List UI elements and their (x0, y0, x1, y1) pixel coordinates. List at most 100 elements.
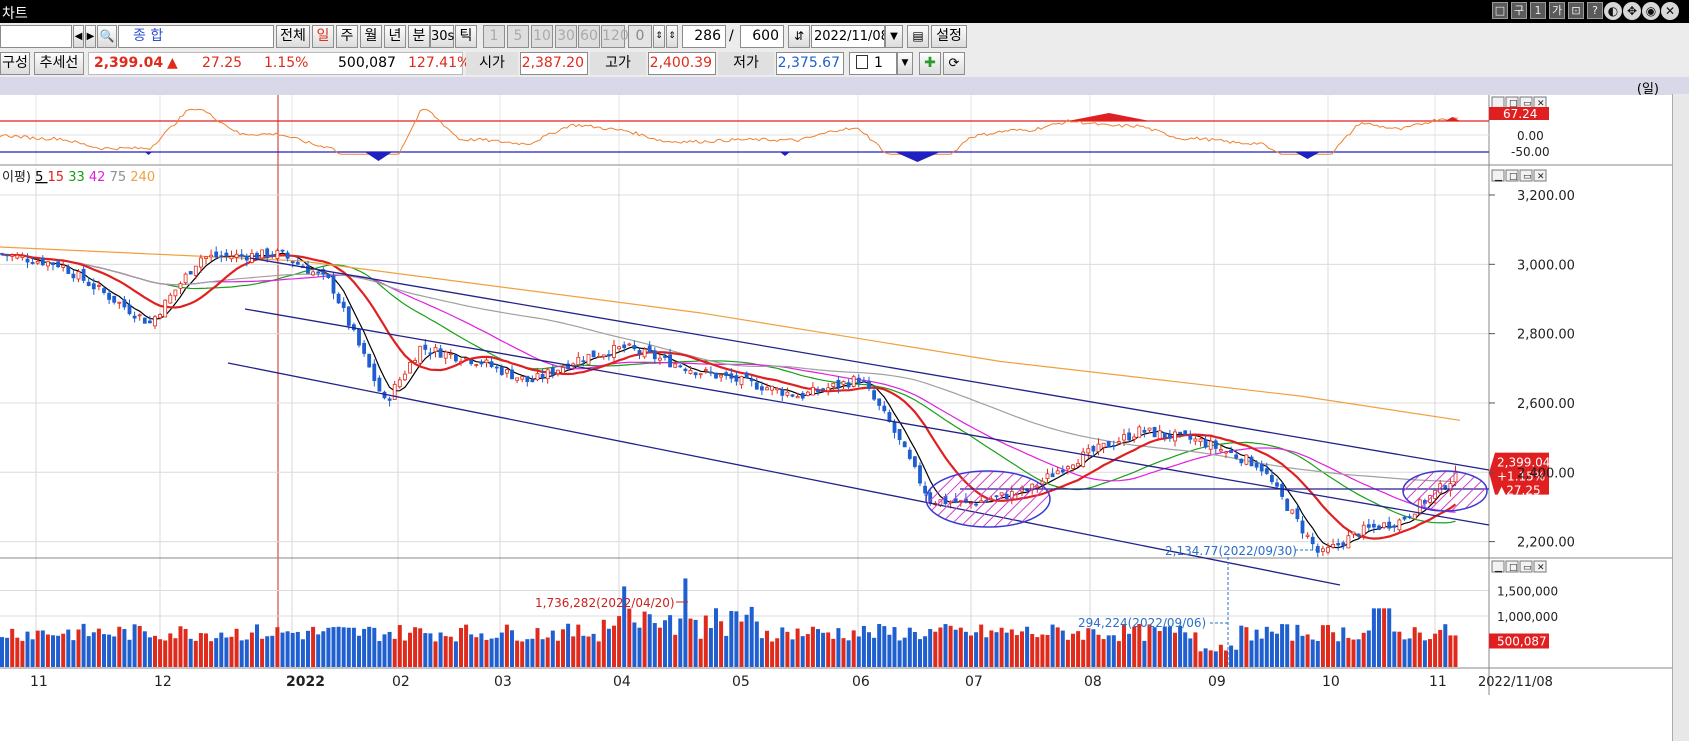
channel-upper-line (249, 257, 1490, 471)
save-icon[interactable]: ▤ (907, 25, 929, 48)
period-month-tab[interactable]: 월 (360, 25, 382, 48)
ma-legend-42: 42 (89, 170, 110, 185)
candle-body-18 (91, 283, 96, 290)
interval-30-button[interactable]: 30 (555, 25, 577, 48)
volume-bar-189 (963, 631, 968, 667)
candle-body-172 (877, 398, 882, 406)
volume-bar-29 (147, 637, 152, 667)
volume-bar-114 (581, 635, 586, 667)
candle-body-212 (1081, 451, 1086, 467)
volume-bar-199 (1014, 635, 1019, 667)
window-help-icon[interactable]: ? (1587, 2, 1603, 19)
spin-box[interactable]: 1 (849, 52, 897, 75)
volume-bar-124 (632, 622, 637, 667)
window-restore-icon[interactable]: □ (1492, 2, 1508, 19)
period-30s-tab[interactable]: 30s (430, 25, 454, 48)
compose-button[interactable]: 구성 (0, 52, 30, 75)
period-minute-tab[interactable]: 분 (408, 25, 430, 48)
volume-bar-182 (928, 629, 933, 667)
volume-bar-231 (1178, 625, 1183, 667)
volume-bar-128 (652, 623, 657, 667)
period-tick-tab[interactable]: 틱 (455, 25, 477, 48)
trendline-button[interactable]: 추세선 (34, 52, 84, 75)
date-input[interactable]: 2022/11/08 (811, 25, 885, 48)
volume-bar-173 (882, 626, 887, 667)
candle-body-273 (1392, 525, 1397, 528)
window-export-icon[interactable]: ⊡ (1568, 2, 1584, 19)
volume-bar-222 (1132, 626, 1137, 667)
window-close-icon[interactable]: ✕ (1661, 2, 1679, 20)
add-icon[interactable]: ✚ (919, 52, 941, 75)
volume-bar-69 (351, 627, 356, 667)
period-day-tab[interactable]: 일 (312, 25, 334, 48)
interval-120-button[interactable]: 120 (601, 25, 629, 48)
all-button[interactable]: 전체 (276, 25, 310, 48)
code-input[interactable] (0, 25, 72, 48)
toolbar-top: ◀ ▶ 🔍 종 합 전체 일 주 월 년 분 30s 틱 1 5 10 30 6… (0, 23, 1689, 50)
candle-body-109 (556, 369, 560, 375)
candle-body-147 (749, 378, 754, 382)
window-font-icon[interactable]: 가 (1549, 2, 1565, 19)
volume-bar-17 (86, 636, 91, 667)
volume-bar-22 (112, 636, 117, 667)
price-badge-line-0: 2,399.04 (1497, 456, 1550, 470)
window-maximize-icon[interactable]: ◉ (1642, 2, 1660, 20)
osc-fill-5 (780, 152, 790, 156)
volume-bar-216 (1101, 639, 1106, 667)
prev-arrow-icon[interactable]: ◀ (73, 25, 84, 48)
candle-body-169 (862, 380, 866, 383)
settings-button[interactable]: 설정 (931, 25, 967, 48)
next-arrow-icon[interactable]: ▶ (85, 25, 96, 48)
spin-dropdown-icon[interactable]: ▼ (897, 52, 913, 75)
volume-panel-btn-icon-2: ▭ (1523, 563, 1532, 573)
candle-body-177 (902, 441, 907, 448)
interval-10-button[interactable]: 10 (531, 25, 553, 48)
candle-body-271 (1382, 522, 1386, 528)
candle-body-209 (1066, 466, 1070, 470)
display-count-input[interactable]: 286 (682, 25, 726, 48)
candle-body-47 (239, 254, 244, 257)
volume-bar-177 (902, 637, 907, 667)
search-icon[interactable]: 🔍 (97, 25, 117, 48)
chart-toggle-icon[interactable]: ⇵ (788, 25, 810, 48)
candle-body-142 (724, 372, 729, 377)
ma-15-line (1, 253, 1457, 540)
volume-bar-278 (1417, 632, 1422, 667)
date-dropdown-icon[interactable]: ▼ (885, 25, 903, 48)
candle-body-270 (1377, 525, 1381, 530)
interval-5-button[interactable]: 5 (507, 25, 529, 48)
candle-body-138 (703, 369, 708, 371)
volume-bar-65 (331, 627, 336, 667)
price-panel-btn-1 (1505, 169, 1519, 182)
volume-bar-208 (1060, 630, 1065, 667)
stock-chart[interactable]: ▁ □ ▭ ✕ ▁ □ ▭ ✕ ▁ □ ▭ ✕ 67.24 0.00 -50.00 500,087 이평)… (0, 95, 1672, 741)
interval-60-button[interactable]: 60 (578, 25, 600, 48)
refresh-icon[interactable]: ⟳ (943, 52, 965, 75)
window-tile-icon[interactable]: 구 (1511, 2, 1527, 19)
custom-interval-input[interactable]: 0 (628, 25, 652, 48)
window-move-icon[interactable]: ✥ (1623, 2, 1641, 20)
window-minimize-icon[interactable]: ◐ (1604, 2, 1622, 20)
search-input[interactable]: 종 합 (118, 25, 274, 48)
volume-bar-72 (367, 626, 372, 667)
volume-bar-193 (984, 637, 989, 667)
spin-icon-2[interactable]: ⇕ (666, 25, 678, 48)
interval-1-button[interactable]: 1 (483, 25, 505, 48)
candle-body-272 (1387, 521, 1392, 529)
candle-body-82 (418, 345, 423, 364)
candle-body-71 (362, 342, 367, 354)
x-label-6: 05 (732, 674, 750, 690)
period-year-tab[interactable]: 년 (384, 25, 406, 48)
candle-body-79 (402, 373, 407, 381)
candle-body-216 (1101, 442, 1106, 448)
candle-body-213 (1086, 448, 1091, 454)
spin-icon[interactable]: ⇕ (653, 25, 665, 48)
volume-bar-8 (40, 630, 45, 667)
candle-body-89 (453, 354, 458, 362)
volume-bar-250 (1275, 633, 1279, 667)
drawing-tools-strip[interactable] (1672, 94, 1689, 741)
period-week-tab[interactable]: 주 (336, 25, 358, 48)
total-count-input[interactable]: 600 (740, 25, 784, 48)
window-one-icon[interactable]: 1 (1530, 2, 1546, 19)
candle-body-136 (693, 372, 698, 376)
